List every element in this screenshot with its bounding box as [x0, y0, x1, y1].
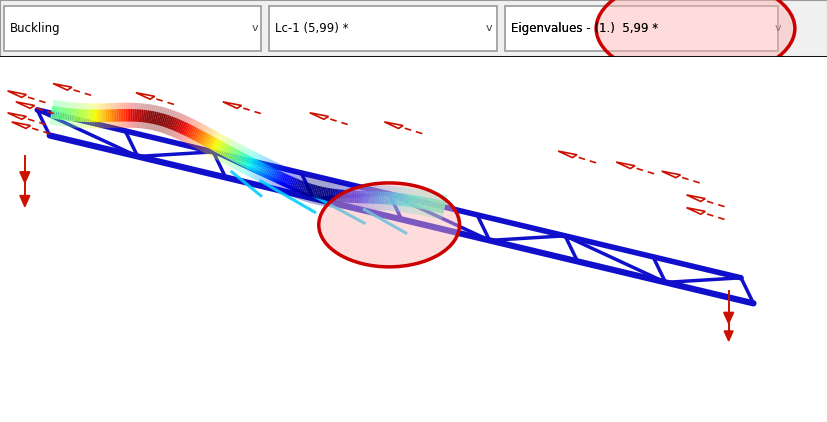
Polygon shape	[7, 113, 26, 119]
FancyBboxPatch shape	[269, 5, 496, 51]
Polygon shape	[309, 113, 328, 119]
Polygon shape	[20, 172, 30, 183]
Polygon shape	[20, 195, 30, 207]
Polygon shape	[724, 331, 732, 341]
Polygon shape	[53, 84, 72, 90]
Text: v: v	[774, 24, 781, 33]
Polygon shape	[222, 102, 241, 108]
Text: Buckling: Buckling	[10, 22, 60, 35]
Text: Eigenvalues - (1.)  5,99 *: Eigenvalues - (1.) 5,99 *	[510, 22, 657, 35]
Polygon shape	[16, 102, 35, 108]
Text: Eigenvalues - (1.)  5,99 *: Eigenvalues - (1.) 5,99 *	[510, 22, 657, 35]
Polygon shape	[12, 122, 31, 128]
Polygon shape	[557, 151, 576, 158]
Text: v: v	[251, 24, 258, 33]
Polygon shape	[7, 91, 26, 97]
Polygon shape	[384, 122, 403, 128]
Polygon shape	[686, 208, 705, 214]
Polygon shape	[136, 93, 155, 99]
Polygon shape	[723, 312, 733, 323]
FancyBboxPatch shape	[504, 5, 777, 51]
Text: v: v	[485, 24, 491, 33]
Polygon shape	[661, 171, 680, 178]
Ellipse shape	[595, 0, 794, 80]
Polygon shape	[615, 162, 634, 168]
FancyBboxPatch shape	[4, 5, 261, 51]
Polygon shape	[686, 195, 705, 201]
Text: Lc-1 (5,99) *: Lc-1 (5,99) *	[275, 22, 348, 35]
Ellipse shape	[318, 183, 459, 267]
